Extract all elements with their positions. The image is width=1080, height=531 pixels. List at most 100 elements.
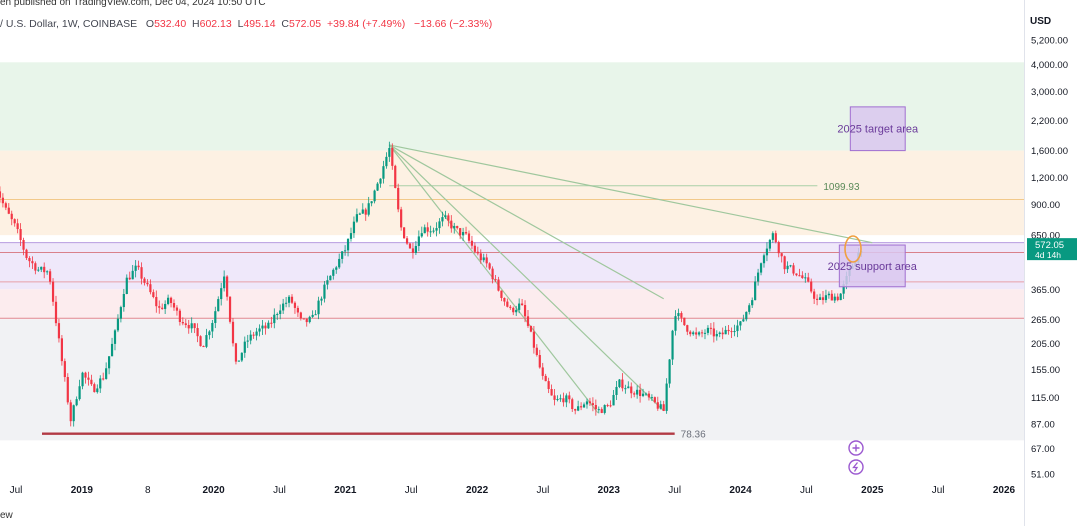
candle [633, 391, 636, 398]
annotation-box-0[interactable] [849, 106, 906, 152]
symbol-legend: / U.S. Dollar, 1W, COINBASE O532.40 H602… [0, 18, 492, 30]
candle [836, 293, 839, 302]
candle [824, 289, 828, 303]
candle [16, 218, 19, 234]
candle [529, 325, 533, 333]
candle [105, 362, 108, 380]
candle [515, 305, 518, 317]
candle [697, 331, 701, 337]
candle [565, 393, 568, 408]
candle [290, 294, 294, 304]
candle [470, 235, 474, 250]
candle [84, 371, 87, 384]
candle [429, 225, 432, 237]
candle [146, 279, 149, 287]
candle [459, 227, 462, 240]
candle [444, 210, 447, 219]
published-line: en published on TradingView.com, Dec 04,… [0, 0, 266, 8]
candle [385, 152, 388, 169]
currency-label[interactable]: USD [1030, 16, 1052, 27]
symbol-name[interactable]: / U.S. Dollar, 1W, COINBASE [0, 18, 138, 30]
annotation-box-1[interactable] [838, 244, 906, 288]
candle [807, 272, 810, 283]
candle [405, 236, 409, 245]
candle [414, 240, 417, 255]
candle [231, 318, 235, 347]
candle [128, 271, 131, 281]
candle [302, 318, 305, 320]
change2-value: −13.66 (−2.33%) [413, 18, 493, 30]
candle [299, 311, 302, 321]
x-tick-label: 2020 [202, 485, 225, 496]
y-tick-label: 4,000.00 [1031, 60, 1068, 71]
y-tick-label: 900.00 [1031, 200, 1060, 211]
candle [402, 227, 406, 239]
candle [683, 317, 686, 326]
price-axis[interactable]: 5,200.00 4,000.00 3,000.00 2,200.00 1,600.00… [1024, 0, 1080, 526]
candle [768, 238, 771, 252]
price-chart[interactable]: 1099.93 78.36 2025 target area 2025 suppor… [0, 0, 1024, 526]
candle [700, 329, 704, 338]
candle [798, 268, 801, 277]
plus-marker-icon[interactable] [848, 440, 864, 456]
candle [500, 290, 503, 302]
y-tick-label: 365.00 [1031, 285, 1060, 296]
candle [712, 322, 715, 343]
candle [417, 230, 420, 252]
candle [279, 304, 282, 320]
candle [99, 375, 102, 393]
levels-layer: 1099.93 78.36 [42, 182, 860, 441]
trendline-1 [388, 144, 664, 300]
low-label: L [237, 18, 244, 30]
candle [541, 362, 544, 380]
x-tick-label: 2021 [334, 485, 357, 496]
candle [677, 308, 680, 321]
candle [506, 298, 509, 308]
candle [308, 315, 311, 324]
candle [715, 330, 718, 341]
candle [423, 224, 426, 234]
candle [196, 323, 199, 343]
candle [158, 300, 161, 314]
candle [314, 310, 317, 316]
candle [166, 294, 170, 306]
candle [382, 160, 385, 184]
trendline-0 [389, 144, 873, 244]
y-tick-label: 650.00 [1031, 231, 1060, 242]
candle [591, 397, 594, 412]
candle [420, 226, 423, 238]
candle [818, 293, 822, 300]
candle [116, 314, 120, 333]
candle [332, 268, 335, 280]
candle [821, 290, 825, 305]
y-tick-label: 51.00 [1031, 470, 1055, 481]
candle [78, 379, 81, 401]
lightning-marker-icon[interactable] [848, 459, 864, 475]
last-price-badge [1027, 238, 1077, 261]
candle [87, 371, 90, 386]
candle [630, 382, 633, 399]
candle [432, 227, 435, 234]
candle [577, 400, 580, 412]
countdown-label: 4d 14h [1035, 250, 1061, 260]
candle [102, 372, 105, 381]
candle [494, 274, 497, 283]
candle [364, 207, 367, 221]
candle [96, 384, 99, 394]
candle [43, 262, 46, 279]
candle [559, 394, 562, 402]
candle [361, 203, 364, 214]
candle [155, 290, 158, 313]
candle [388, 141, 391, 162]
candle [264, 322, 267, 335]
candle [450, 215, 453, 233]
candle [305, 318, 308, 327]
candle [795, 273, 798, 277]
candle [756, 268, 760, 286]
x-tick-label: 8 [145, 485, 151, 496]
candle [615, 380, 618, 401]
candle [518, 298, 521, 314]
candle [181, 317, 184, 326]
candle [464, 226, 468, 235]
candle [66, 373, 69, 405]
